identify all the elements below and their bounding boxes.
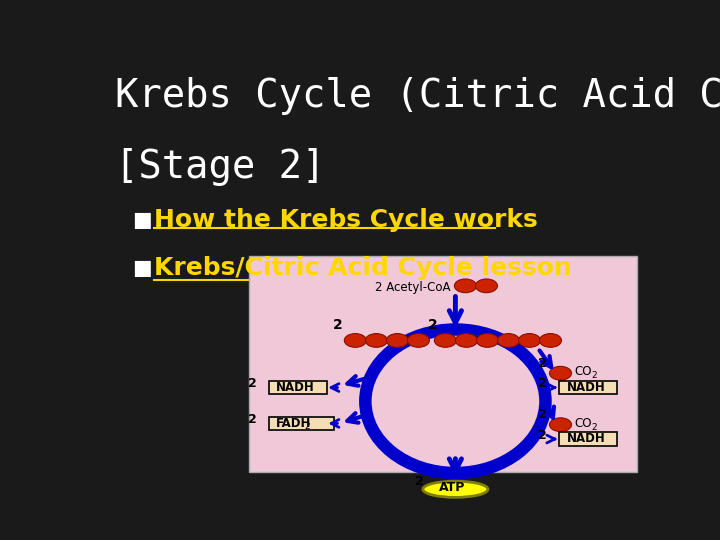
- Circle shape: [475, 279, 498, 293]
- Circle shape: [539, 334, 562, 347]
- FancyBboxPatch shape: [269, 381, 327, 394]
- Text: 2: 2: [538, 429, 546, 442]
- Text: 2: 2: [428, 318, 438, 332]
- Text: ■: ■: [132, 258, 152, 278]
- Text: 2: 2: [248, 413, 256, 426]
- Text: 2: 2: [592, 371, 597, 380]
- Text: 2: 2: [305, 422, 310, 431]
- Circle shape: [434, 334, 456, 347]
- Text: NADH: NADH: [567, 432, 606, 445]
- Circle shape: [455, 334, 477, 347]
- Text: CO: CO: [575, 366, 592, 379]
- Text: [Stage 2]: [Stage 2]: [115, 148, 325, 186]
- Text: NADH: NADH: [567, 381, 606, 394]
- Circle shape: [387, 334, 408, 347]
- Text: ATP: ATP: [439, 481, 465, 494]
- Text: Krebs/Citric Acid Cycle lesson: Krebs/Citric Acid Cycle lesson: [154, 256, 572, 280]
- Circle shape: [549, 366, 572, 380]
- Text: NADH: NADH: [276, 381, 315, 394]
- Text: Krebs Cycle (Citric Acid Cycle): Krebs Cycle (Citric Acid Cycle): [115, 77, 720, 115]
- Text: 2: 2: [333, 318, 343, 332]
- Text: 2: 2: [538, 357, 546, 370]
- Circle shape: [518, 334, 541, 347]
- Text: 2: 2: [415, 475, 424, 488]
- Text: FADH: FADH: [276, 416, 312, 429]
- Circle shape: [454, 279, 477, 293]
- FancyBboxPatch shape: [249, 256, 637, 472]
- FancyBboxPatch shape: [559, 432, 617, 446]
- Circle shape: [549, 418, 572, 431]
- Text: 2: 2: [538, 377, 546, 390]
- Circle shape: [477, 334, 498, 347]
- Circle shape: [498, 334, 519, 347]
- Text: How the Krebs Cycle works: How the Krebs Cycle works: [154, 208, 538, 232]
- Ellipse shape: [423, 481, 488, 497]
- Circle shape: [365, 334, 387, 347]
- Text: 2: 2: [592, 423, 597, 432]
- FancyBboxPatch shape: [559, 381, 617, 394]
- FancyBboxPatch shape: [269, 416, 334, 430]
- Text: ■: ■: [132, 210, 152, 231]
- Circle shape: [408, 334, 429, 347]
- Text: 2 Acetyl-CoA: 2 Acetyl-CoA: [375, 280, 451, 294]
- Text: 2: 2: [538, 408, 546, 421]
- Circle shape: [344, 334, 366, 347]
- Text: 2: 2: [248, 377, 256, 390]
- Text: CO: CO: [575, 417, 592, 430]
